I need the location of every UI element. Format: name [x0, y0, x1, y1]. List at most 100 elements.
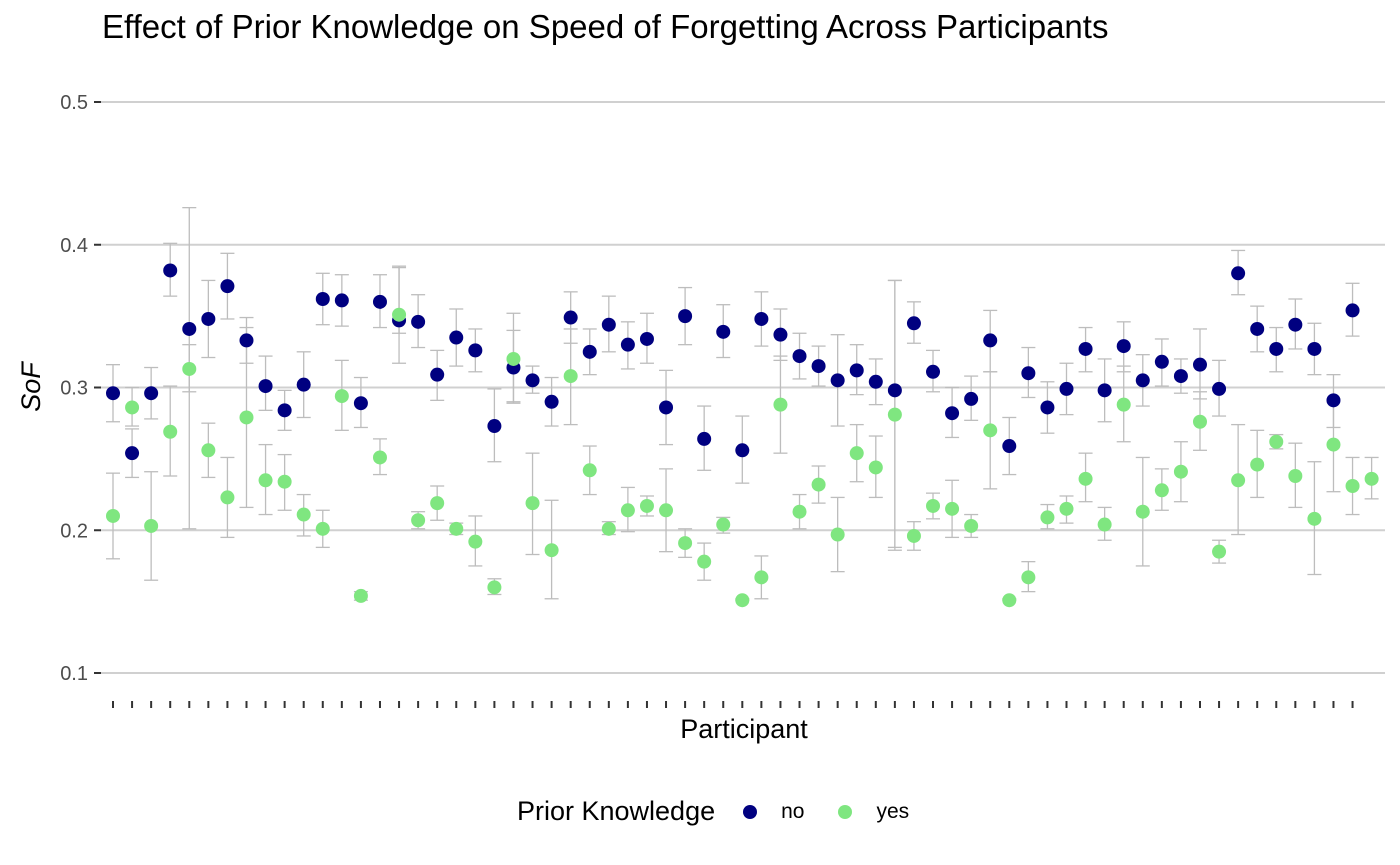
- data-point-no: [411, 314, 426, 329]
- data-point-no: [1269, 341, 1284, 356]
- data-point-no: [1116, 339, 1131, 354]
- data-point-no: [1154, 354, 1169, 369]
- legend-title: Prior Knowledge: [517, 796, 716, 826]
- data-point-yes: [125, 400, 140, 415]
- data-point-yes: [697, 554, 712, 569]
- data-point-no: [334, 293, 349, 308]
- data-point-no: [983, 333, 998, 348]
- data-point-no: [239, 333, 254, 348]
- data-point-no: [773, 327, 788, 342]
- data-point-yes: [392, 307, 407, 322]
- data-point-no: [906, 316, 921, 331]
- data-point-yes: [906, 528, 921, 543]
- data-point-yes: [926, 498, 941, 513]
- data-point-yes: [945, 501, 960, 516]
- data-point-no: [525, 373, 540, 388]
- data-point-no: [277, 403, 292, 418]
- legend-item-no: no: [743, 800, 804, 824]
- data-point-no: [1231, 266, 1246, 281]
- data-point-no: [1326, 393, 1341, 408]
- y-tick-label: 0.3: [60, 378, 88, 400]
- data-point-yes: [144, 518, 159, 533]
- data-point-yes: [639, 498, 654, 513]
- data-point-no: [887, 383, 902, 398]
- data-point-no: [144, 386, 159, 401]
- gridlines: [100, 101, 1385, 674]
- data-point-no: [1212, 381, 1227, 396]
- data-point-yes: [849, 446, 864, 461]
- data-point-yes: [296, 507, 311, 522]
- data-point-yes: [983, 423, 998, 438]
- data-point-yes: [887, 407, 902, 422]
- data-point-no: [849, 363, 864, 378]
- data-point-yes: [811, 477, 826, 492]
- data-point-yes: [372, 450, 387, 465]
- data-point-yes: [1231, 473, 1246, 488]
- data-point-no: [449, 330, 464, 345]
- data-point-no: [1345, 303, 1360, 318]
- data-point-yes: [754, 570, 769, 585]
- data-point-yes: [716, 517, 731, 532]
- data-point-yes: [678, 536, 693, 551]
- data-point-no: [430, 367, 445, 382]
- legend-key-yes: [838, 804, 853, 819]
- data-points: [106, 263, 1379, 608]
- data-point-no: [182, 321, 197, 336]
- data-point-yes: [582, 463, 597, 478]
- data-point-no: [106, 386, 120, 401]
- data-point-yes: [830, 527, 845, 542]
- legend-label-yes: yes: [876, 799, 910, 823]
- data-point-no: [125, 446, 140, 461]
- data-point-yes: [1250, 457, 1265, 472]
- data-point-yes: [487, 580, 502, 595]
- data-point-yes: [1173, 464, 1188, 479]
- data-point-no: [296, 377, 311, 392]
- data-point-no: [1250, 321, 1265, 336]
- data-point-yes: [1135, 504, 1150, 519]
- data-point-no: [315, 291, 330, 306]
- data-point-no: [1288, 317, 1303, 332]
- data-point-yes: [1040, 510, 1055, 525]
- data-point-no: [639, 331, 654, 346]
- data-point-no: [601, 317, 616, 332]
- data-point-yes: [1269, 434, 1284, 449]
- data-point-yes: [506, 351, 521, 366]
- data-point-no: [1192, 357, 1207, 372]
- data-point-no: [163, 263, 178, 278]
- data-point-yes: [792, 504, 807, 519]
- data-point-yes: [544, 543, 559, 558]
- legend: Prior Knowledge no yes: [517, 796, 943, 827]
- data-point-yes: [1192, 414, 1207, 429]
- data-point-no: [620, 337, 635, 352]
- data-point-yes: [201, 443, 216, 458]
- data-point-yes: [525, 496, 540, 511]
- y-axis: 0.1 0.2 0.3 0.4 0.5: [60, 92, 101, 685]
- data-point-yes: [182, 361, 197, 376]
- data-point-yes: [1097, 517, 1112, 532]
- data-point-yes: [620, 503, 635, 518]
- y-tick-label: 0.4: [60, 235, 88, 257]
- data-point-no: [697, 431, 712, 446]
- data-point-yes: [659, 503, 674, 518]
- data-point-yes: [411, 513, 426, 528]
- data-point-no: [1173, 369, 1188, 384]
- data-point-yes: [563, 369, 578, 384]
- error-bars: [106, 206, 1379, 601]
- data-point-no: [792, 349, 807, 364]
- data-point-yes: [964, 518, 979, 533]
- data-point-no: [1002, 439, 1017, 454]
- data-point-yes: [773, 397, 788, 412]
- legend-label-no: no: [781, 799, 805, 823]
- data-point-no: [487, 419, 502, 434]
- data-point-yes: [239, 410, 254, 425]
- data-point-no: [1307, 341, 1322, 356]
- data-point-yes: [1078, 471, 1093, 486]
- data-point-no: [1078, 341, 1093, 356]
- x-axis-label: Participant: [680, 714, 808, 744]
- data-point-yes: [430, 496, 445, 511]
- data-point-no: [353, 396, 368, 411]
- y-axis-label: SoF: [16, 361, 46, 412]
- data-point-no: [735, 443, 750, 458]
- data-point-no: [563, 310, 578, 325]
